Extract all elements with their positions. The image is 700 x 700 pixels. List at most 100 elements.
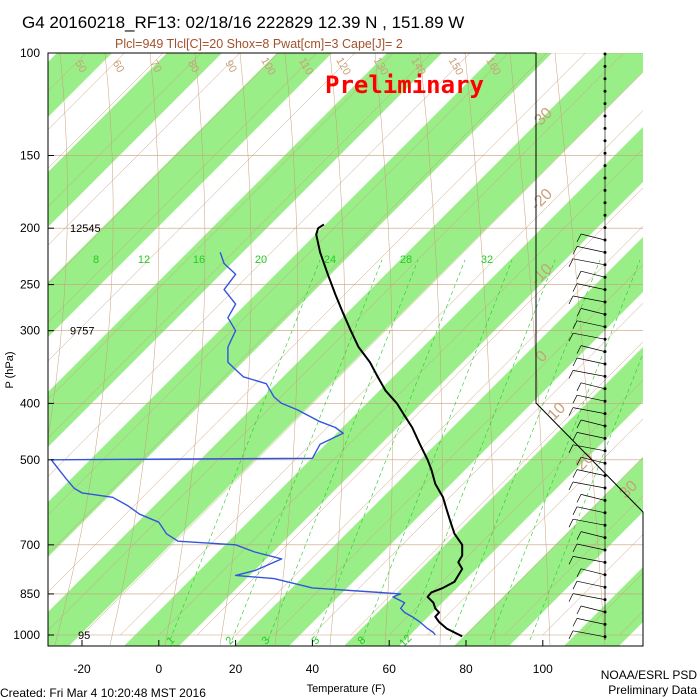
wind-barb — [576, 580, 606, 588]
wind-dot — [603, 213, 607, 217]
isotherm-line — [48, 53, 164, 169]
height-label: 12545 — [70, 223, 101, 235]
y-axis-label: P (hPa) — [4, 351, 16, 388]
wind-barb — [576, 283, 606, 290]
green-band — [564, 567, 643, 646]
wind-dot — [603, 64, 607, 68]
wind-barbs — [568, 52, 607, 640]
wind-barb — [572, 295, 606, 303]
isotherm-line — [48, 53, 356, 362]
y-tick-label: 200 — [20, 221, 40, 235]
green-band — [48, 53, 332, 337]
mixing-ratio-line — [267, 259, 419, 641]
wind-barb-flag — [568, 370, 574, 379]
wind-barb-flag — [568, 444, 574, 453]
brown-grid-lines — [48, 53, 643, 646]
dry-adiabat-line — [48, 53, 68, 439]
dry-adiabat-line — [54, 53, 114, 646]
wind-barb-flag — [572, 320, 578, 329]
wind-barb — [572, 444, 606, 452]
wind-dot — [603, 139, 607, 143]
y-tick-label: 1000 — [13, 628, 40, 642]
wind-barb — [580, 456, 606, 464]
height-label: 9757 — [70, 326, 94, 338]
mixing-ratio-line — [231, 259, 383, 641]
created-timestamp: Created: Fri Mar 4 10:20:48 MST 2016 — [0, 686, 206, 700]
wind-barb-flag — [572, 395, 578, 404]
dry-adiabat-line — [274, 53, 299, 646]
isotherm-label: -20 — [528, 186, 556, 214]
wind-barb-flag — [568, 333, 574, 342]
dry-adiabat-line — [329, 53, 346, 646]
wind-dot — [603, 176, 607, 180]
x-tick-label: 20 — [229, 662, 243, 676]
mixing-ratio-label: 20 — [255, 254, 267, 266]
wind-barb-flag — [576, 308, 582, 317]
green-band — [48, 53, 552, 557]
x-tick-label: 40 — [306, 662, 320, 676]
wind-barb — [576, 320, 606, 328]
wind-barb-flag — [568, 593, 574, 602]
height-label: 95 — [78, 630, 90, 642]
y-tick-label: 250 — [20, 278, 40, 292]
wind-dot — [603, 226, 607, 230]
y-tick-label: 100 — [20, 46, 40, 60]
wind-barb — [576, 432, 606, 439]
height-labels: 12545 9757 95 — [70, 223, 101, 642]
wind-barb-flag — [568, 481, 574, 491]
profile-series — [50, 223, 464, 638]
wind-barb — [576, 543, 606, 551]
wind-dot — [603, 77, 607, 81]
isotherm-line — [48, 53, 509, 516]
y-tick-label: 150 — [20, 148, 40, 162]
wind-dot — [603, 102, 607, 106]
wind-barb — [576, 357, 606, 365]
wind-barb — [576, 618, 606, 625]
wind-dot — [603, 188, 607, 192]
x-tick-label: 0 — [155, 662, 162, 676]
wind-barb — [572, 556, 606, 563]
x-tick-label: 60 — [383, 662, 397, 676]
wind-barb-flag — [576, 382, 582, 391]
preliminary-watermark: Preliminary — [325, 71, 484, 99]
mixing-ratio-line — [169, 259, 321, 641]
isotherm-line — [48, 53, 625, 631]
wind-barb — [572, 370, 606, 377]
wind-barb — [572, 593, 606, 600]
wind-barb — [572, 407, 606, 414]
wind-dot — [603, 114, 607, 118]
isotherm-line — [48, 53, 279, 285]
wind-barb-flag — [576, 457, 582, 466]
mixing-ratio-label: 16 — [193, 254, 205, 266]
dry-adiabat-label: 60 — [110, 58, 127, 75]
isotherm-line — [158, 148, 643, 636]
dry-adiabat-label: 50 — [72, 58, 89, 75]
wind-barb — [572, 258, 606, 266]
isotherm-line — [465, 457, 643, 636]
y-tick-label: 300 — [20, 324, 40, 338]
preliminary-data-label: Preliminary Data — [608, 683, 697, 697]
mixing-ratio-label-low: 5 — [309, 634, 322, 647]
wind-barb-flag — [576, 233, 582, 243]
wind-barb-flag — [572, 581, 578, 590]
green-band — [48, 53, 442, 447]
green-band — [48, 53, 222, 227]
wind-barb — [572, 332, 606, 340]
isotherm-line — [504, 495, 643, 636]
wind-barb — [576, 394, 606, 402]
x-tick-label: -20 — [73, 662, 91, 676]
wind-barb-flag — [576, 345, 582, 354]
mixing-ratio-label: 28 — [400, 254, 412, 266]
temperature-line — [315, 223, 464, 638]
mixing-ratio-line — [449, 259, 601, 641]
wind-barb — [572, 630, 606, 638]
wind-barb-flag — [568, 258, 574, 267]
dewpoint-line — [50, 252, 436, 636]
dry-adiabat-line — [219, 53, 252, 646]
wind-dot — [603, 201, 607, 205]
chart-subtitle: Plcl=949 Tlcl[C]=20 Shox=8 Pwat[cm]=3 Ca… — [115, 37, 403, 51]
wind-barb-flag — [568, 519, 574, 528]
green-band — [454, 457, 643, 646]
